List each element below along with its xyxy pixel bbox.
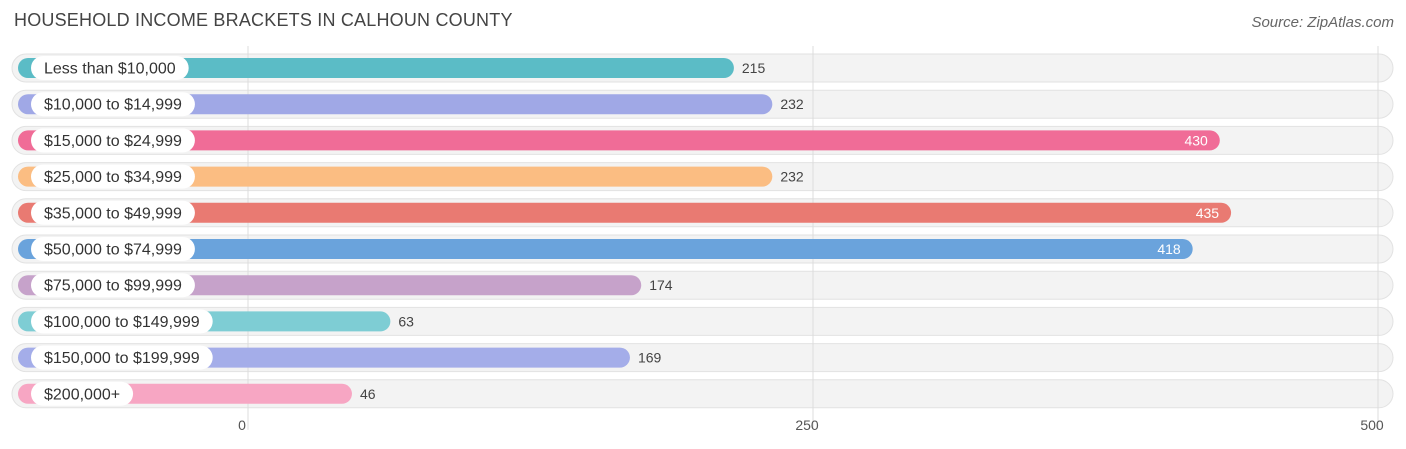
bar-group: $75,000 to $99,999 174 [18, 273, 673, 298]
category-label-pill [31, 273, 195, 298]
value-label: 46 [360, 386, 376, 402]
x-tick-label: 500 [1360, 417, 1384, 433]
bar-group: $100,000 to $149,999 63 [18, 309, 414, 334]
x-tick-label: 0 [238, 417, 246, 433]
bar [18, 166, 773, 187]
x-tick-label: 250 [795, 417, 819, 433]
category-label: $35,000 to $49,999 [44, 205, 182, 222]
category-label: $15,000 to $24,999 [44, 133, 182, 150]
category-label-pill [31, 237, 195, 261]
value-label: 232 [780, 169, 804, 185]
category-label: $150,000 to $199,999 [44, 350, 200, 367]
category-label: $200,000+ [44, 386, 120, 403]
chart-title: HOUSEHOLD INCOME BRACKETS IN CALHOUN COU… [14, 10, 513, 30]
bar [18, 202, 1232, 223]
value-label: 215 [742, 60, 766, 76]
category-label-pill [31, 200, 195, 225]
category-label: $50,000 to $74,999 [44, 242, 182, 259]
bar-group: Less than $10,000 215 [18, 56, 765, 80]
value-label: 418 [1157, 241, 1181, 257]
category-label-pill [31, 128, 195, 153]
value-label: 169 [638, 350, 662, 366]
bar [18, 94, 773, 115]
bars: Less than $10,000 215 $10,000 to $14,999 23… [18, 56, 1232, 406]
chart-source: Source: ZipAtlas.com [1251, 14, 1394, 31]
bar-group: $15,000 to $24,999 430 [18, 128, 1220, 153]
category-label-pill [31, 164, 195, 189]
value-label: 430 [1184, 132, 1208, 148]
value-label: 174 [649, 277, 673, 293]
value-label: 435 [1196, 205, 1220, 221]
bar [18, 239, 1193, 259]
category-label-pill [31, 381, 134, 406]
bar-group: $150,000 to $199,999 169 [18, 345, 662, 370]
bar-group: $10,000 to $14,999 232 [18, 92, 804, 117]
x-axis-ticks: 0 250 500 [238, 417, 1384, 433]
value-label: 232 [780, 96, 804, 112]
category-label: $25,000 to $34,999 [44, 169, 182, 186]
bar-group: $25,000 to $34,999 232 [18, 164, 804, 189]
category-label-pill [31, 56, 189, 80]
value-label: 63 [398, 313, 414, 329]
bar [18, 130, 1220, 151]
category-label: $100,000 to $149,999 [44, 314, 200, 331]
category-label: $75,000 to $99,999 [44, 278, 182, 295]
bar-group: $50,000 to $74,999 418 [18, 237, 1193, 261]
bar [18, 58, 734, 78]
bar-track [11, 379, 1394, 409]
category-label-pill [31, 309, 213, 334]
category-label: Less than $10,000 [44, 61, 176, 78]
bar-group: $200,000+ 46 [18, 381, 376, 406]
bar-group: $35,000 to $49,999 435 [18, 200, 1232, 225]
category-label-pill [31, 345, 213, 370]
category-label: $10,000 to $14,999 [44, 97, 182, 114]
category-label-pill [31, 92, 195, 117]
